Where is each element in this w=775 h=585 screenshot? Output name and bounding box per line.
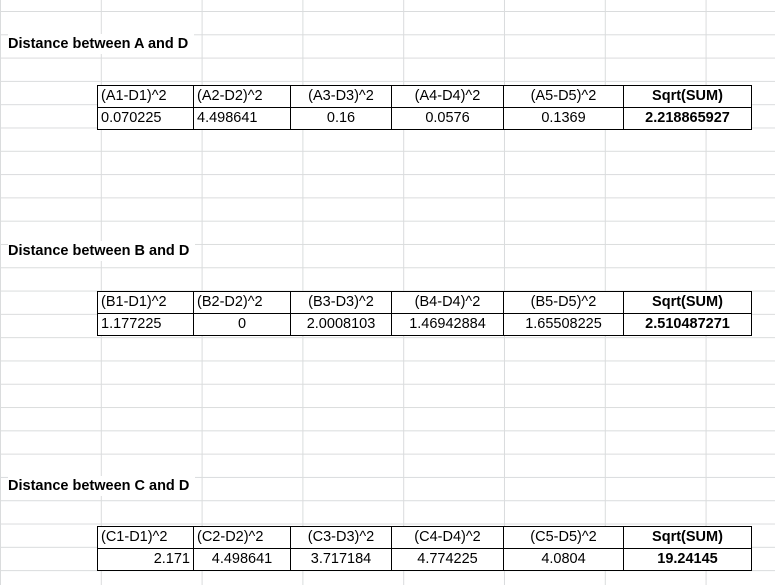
value-cell[interactable]: 2.0008103 (290, 313, 392, 336)
value-cell[interactable]: 4.498641 (193, 548, 291, 571)
section-heading: Distance between A and D (8, 34, 195, 54)
header-cell[interactable]: Sqrt(SUM) (623, 526, 752, 549)
distance-table: (A1-D1)^2 (A2-D2)^2 (A3-D3)^2 (A4-D4)^2 … (97, 85, 752, 130)
value-cell[interactable]: 2.171 (97, 548, 194, 571)
value-cell[interactable]: 1.177225 (97, 313, 194, 336)
header-cell[interactable]: (B5-D5)^2 (503, 291, 624, 314)
value-cell[interactable]: 4.0804 (503, 548, 624, 571)
header-cell[interactable]: (C4-D4)^2 (391, 526, 504, 549)
value-cell[interactable]: 0 (193, 313, 291, 336)
value-cell[interactable]: 1.65508225 (503, 313, 624, 336)
header-row: (C1-D1)^2 (C2-D2)^2 (C3-D3)^2 (C4-D4)^2 … (97, 526, 752, 549)
value-cell[interactable]: 2.218865927 (623, 107, 752, 130)
header-cell[interactable]: (C2-D2)^2 (193, 526, 291, 549)
header-cell[interactable]: (B3-D3)^2 (290, 291, 392, 314)
value-cell[interactable]: 0.16 (290, 107, 392, 130)
header-cell[interactable]: (A1-D1)^2 (97, 85, 194, 108)
value-cell[interactable]: 4.774225 (391, 548, 504, 571)
value-cell[interactable]: 3.717184 (290, 548, 392, 571)
header-cell[interactable]: Sqrt(SUM) (623, 291, 752, 314)
value-row: 2.171 4.498641 3.717184 4.774225 4.0804 … (97, 548, 752, 571)
header-cell[interactable]: (A4-D4)^2 (391, 85, 504, 108)
header-cell[interactable]: (C5-D5)^2 (503, 526, 624, 549)
header-cell[interactable]: (B4-D4)^2 (391, 291, 504, 314)
header-cell[interactable]: (A2-D2)^2 (193, 85, 291, 108)
value-cell[interactable]: 2.510487271 (623, 313, 752, 336)
value-cell[interactable]: 0.070225 (97, 107, 194, 130)
value-row: 0.070225 4.498641 0.16 0.0576 0.1369 2.2… (97, 107, 752, 130)
distance-table: (B1-D1)^2 (B2-D2)^2 (B3-D3)^2 (B4-D4)^2 … (97, 291, 752, 336)
distance-table: (C1-D1)^2 (C2-D2)^2 (C3-D3)^2 (C4-D4)^2 … (97, 526, 752, 571)
header-cell[interactable]: (A5-D5)^2 (503, 85, 624, 108)
value-row: 1.177225 0 2.0008103 1.46942884 1.655082… (97, 313, 752, 336)
header-cell[interactable]: (C3-D3)^2 (290, 526, 392, 549)
header-row: (A1-D1)^2 (A2-D2)^2 (A3-D3)^2 (A4-D4)^2 … (97, 85, 752, 108)
section-heading: Distance between B and D (8, 241, 196, 261)
value-cell[interactable]: 0.0576 (391, 107, 504, 130)
header-cell[interactable]: Sqrt(SUM) (623, 85, 752, 108)
section-heading: Distance between C and D (8, 476, 196, 496)
header-cell[interactable]: (B2-D2)^2 (193, 291, 291, 314)
value-cell[interactable]: 1.46942884 (391, 313, 504, 336)
value-cell[interactable]: 19.24145 (623, 548, 752, 571)
header-cell[interactable]: (A3-D3)^2 (290, 85, 392, 108)
header-cell[interactable]: (C1-D1)^2 (97, 526, 194, 549)
header-cell[interactable]: (B1-D1)^2 (97, 291, 194, 314)
header-row: (B1-D1)^2 (B2-D2)^2 (B3-D3)^2 (B4-D4)^2 … (97, 291, 752, 314)
value-cell[interactable]: 0.1369 (503, 107, 624, 130)
value-cell[interactable]: 4.498641 (193, 107, 291, 130)
